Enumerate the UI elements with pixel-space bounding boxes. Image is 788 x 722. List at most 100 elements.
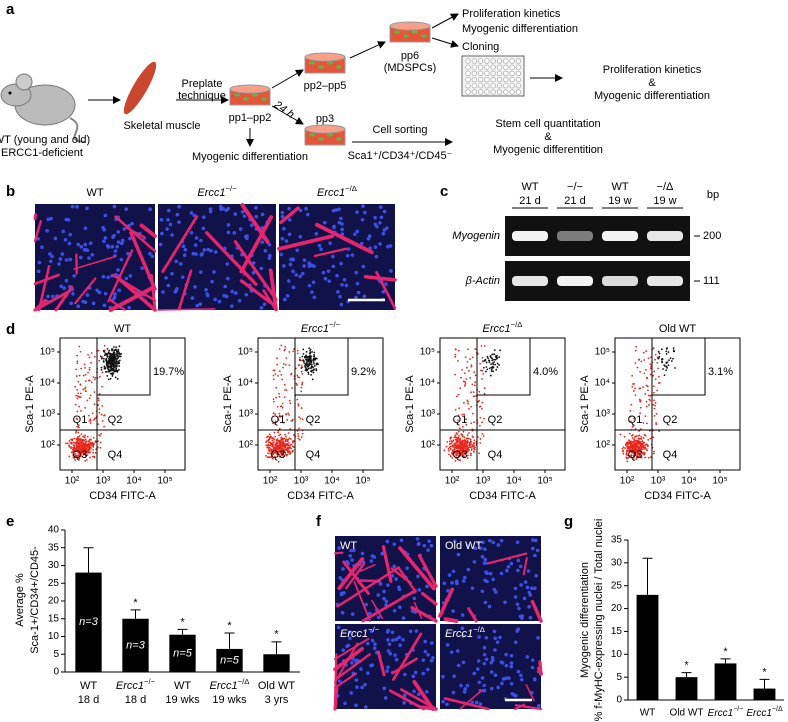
event-dot — [73, 444, 76, 447]
event-dot — [634, 428, 637, 430]
nucleus — [101, 274, 106, 279]
event-dot — [457, 414, 460, 417]
nucleus — [392, 542, 397, 546]
nucleus — [119, 257, 124, 262]
event-dot — [101, 420, 104, 422]
nucleus — [427, 539, 431, 544]
event-dot — [468, 437, 471, 440]
nucleus — [510, 691, 515, 696]
arrow — [431, 37, 459, 48]
event-dot — [272, 378, 275, 381]
well — [503, 83, 509, 89]
event-dot — [461, 441, 464, 444]
nucleus — [445, 643, 450, 647]
event-dot — [115, 368, 117, 371]
nucleus — [205, 293, 210, 298]
event-dot — [661, 358, 664, 360]
y-axis-label: Average % — [14, 573, 26, 627]
nucleus — [116, 240, 121, 244]
event-dot — [463, 401, 465, 404]
event-dot — [644, 434, 647, 437]
nucleus — [516, 558, 521, 563]
nucleus — [166, 218, 170, 222]
event-dot — [269, 452, 272, 455]
event-dot — [82, 444, 85, 447]
event-dot — [270, 449, 273, 452]
event-dot — [655, 423, 658, 426]
event-dot — [277, 447, 280, 450]
event-dot — [470, 452, 472, 455]
error-bar — [224, 632, 235, 649]
event-dot — [471, 383, 474, 386]
event-dot — [636, 454, 638, 456]
event-dot — [632, 434, 634, 436]
event-dot — [75, 447, 78, 449]
event-dot — [291, 387, 293, 389]
event-dot — [635, 450, 638, 453]
well — [515, 58, 522, 64]
nucleus — [499, 538, 504, 543]
nucleus — [496, 543, 501, 547]
event-dot — [110, 356, 112, 359]
event-dot — [456, 451, 459, 453]
event-dot — [75, 449, 78, 452]
event-dot — [477, 352, 479, 355]
event-dot — [481, 407, 483, 410]
gel-band — [602, 231, 638, 241]
well — [515, 70, 522, 76]
event-dot — [443, 449, 446, 452]
event-dot — [648, 404, 650, 406]
x-tick-label: 10⁴ — [324, 476, 339, 487]
event-dot — [271, 451, 274, 454]
event-dot — [268, 450, 271, 453]
event-dot — [459, 442, 461, 445]
event-dot — [454, 348, 457, 351]
event-dot — [90, 381, 93, 384]
event-dot — [447, 448, 450, 450]
nucleus — [356, 290, 361, 295]
event-dot — [630, 403, 633, 406]
gene-name: Ercc1 — [708, 708, 734, 719]
event-dot — [100, 368, 103, 371]
event-dot — [657, 350, 660, 353]
event-dot — [288, 364, 291, 367]
nucleus — [375, 224, 379, 229]
cell — [336, 137, 342, 141]
nucleus — [177, 204, 181, 209]
nucleus — [113, 249, 118, 253]
event-dot — [84, 373, 87, 376]
event-dot — [296, 352, 299, 355]
event-dot — [99, 355, 102, 358]
event-dot — [468, 432, 470, 434]
event-dot — [641, 448, 643, 451]
event-dot — [313, 351, 316, 354]
nucleus — [354, 703, 358, 708]
nucleus — [476, 659, 481, 663]
event-dot — [493, 349, 496, 351]
output-label: Myogenic differentiation — [192, 151, 308, 163]
pp-label: (MDSPCs) — [384, 62, 437, 74]
x-tick-label: WT — [80, 680, 97, 692]
nucleus — [124, 207, 129, 211]
event-dot — [630, 456, 632, 458]
nucleus — [165, 227, 169, 231]
bar — [675, 677, 698, 700]
event-dot — [466, 440, 469, 443]
event-dot — [274, 435, 277, 438]
event-dot — [457, 393, 460, 396]
nucleus — [341, 567, 345, 571]
event-dot — [645, 443, 648, 446]
genotype-superscript: −/Δ — [772, 706, 783, 713]
event-dot — [634, 362, 637, 365]
arrow — [271, 105, 304, 125]
y-tick-label: 10³ — [596, 409, 611, 420]
nucleus — [167, 208, 171, 213]
event-dot — [488, 367, 491, 370]
nucleus — [350, 661, 354, 665]
event-dot — [450, 440, 453, 442]
myotube — [421, 592, 438, 606]
event-dot — [645, 448, 648, 450]
nucleus — [520, 677, 524, 682]
well — [496, 83, 503, 89]
bar — [169, 634, 196, 672]
